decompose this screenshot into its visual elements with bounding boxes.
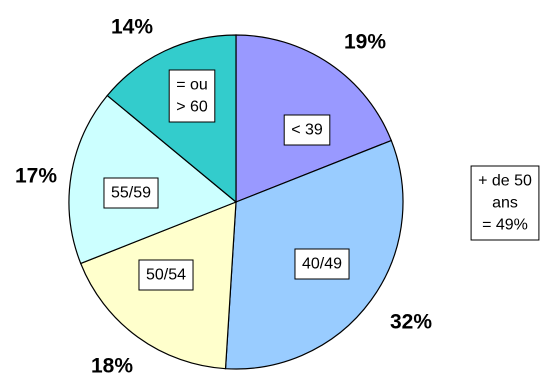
slice-category-label: = ou > 60 bbox=[168, 69, 216, 123]
slice-category-label: 50/54 bbox=[138, 259, 194, 291]
slice-category-label-text: 40/49 bbox=[302, 256, 342, 273]
slice-category-label-text: = ou bbox=[176, 77, 208, 94]
pie-labels: 19% < 39 32% 40/49 18% 50/54 17% 55/59 14% = ou > … bbox=[15, 16, 432, 378]
slice-category-label-text: 50/54 bbox=[146, 267, 186, 284]
annotation-label: + de 50 ans = 49% bbox=[470, 165, 540, 241]
slice-category-label-box bbox=[294, 248, 350, 280]
slice-percent-label: 32% bbox=[390, 311, 432, 334]
slice-category-label-box bbox=[138, 259, 194, 291]
slice-category-label-box bbox=[168, 69, 216, 123]
slice-percent-label: 18% bbox=[91, 355, 133, 378]
slice-percent-label: 19% bbox=[344, 31, 386, 54]
annotation-label-text: = 49% bbox=[482, 217, 528, 234]
slice-category-label: 55/59 bbox=[103, 177, 159, 209]
slice-category-label-text: < 39 bbox=[291, 122, 323, 139]
slice-category-label: < 39 bbox=[283, 114, 331, 146]
slice-category-label-box bbox=[283, 114, 331, 146]
slice-percent-label: 17% bbox=[15, 165, 57, 188]
slice-category-label: 40/49 bbox=[294, 248, 350, 280]
slice-percent-label: 14% bbox=[111, 16, 153, 39]
slice-category-label-text: > 60 bbox=[176, 99, 208, 116]
annotation-label-text: ans bbox=[492, 195, 518, 212]
slice-category-label-box bbox=[103, 177, 159, 209]
slice-category-label-text: 55/59 bbox=[111, 185, 151, 202]
annotation-label-box bbox=[470, 165, 540, 241]
annotation-label-text: + de 50 bbox=[478, 173, 532, 190]
annotation: + de 50 ans = 49% bbox=[470, 165, 540, 241]
